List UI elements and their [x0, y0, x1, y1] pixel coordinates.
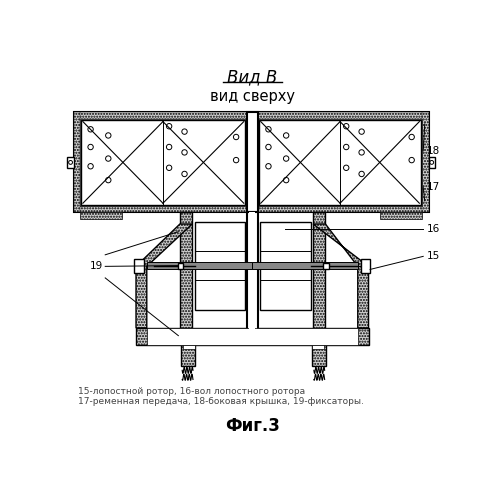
Text: Фиг.3: Фиг.3: [225, 417, 280, 434]
Bar: [73, 112, 428, 118]
Bar: [73, 112, 428, 212]
Bar: [249, 212, 255, 336]
Polygon shape: [313, 224, 369, 328]
Text: 15: 15: [427, 252, 440, 262]
Bar: [68, 157, 73, 168]
Bar: [81, 120, 246, 205]
Bar: [180, 212, 192, 328]
Bar: [136, 328, 369, 345]
Bar: [80, 212, 122, 218]
Polygon shape: [136, 224, 192, 328]
Bar: [423, 112, 428, 212]
Bar: [73, 206, 428, 212]
Bar: [135, 258, 143, 272]
Text: 17-ременная передача, 18-боковая крышка, 19-фиксаторы.: 17-ременная передача, 18-боковая крышка,…: [78, 398, 364, 406]
Bar: [73, 112, 80, 212]
Bar: [247, 212, 258, 336]
Bar: [380, 212, 423, 218]
Bar: [361, 258, 370, 272]
Bar: [260, 222, 311, 310]
Text: вид сверху: вид сверху: [210, 90, 295, 104]
Text: 15-лопостной ротор, 16-вол лопостного ротора: 15-лопостной ротор, 16-вол лопостного ро…: [78, 387, 305, 396]
Bar: [252, 262, 358, 270]
Bar: [259, 120, 421, 205]
Text: 18: 18: [427, 146, 440, 156]
Text: Вид В: Вид В: [227, 68, 278, 86]
Bar: [313, 212, 325, 328]
Bar: [247, 112, 258, 212]
Text: 16: 16: [427, 224, 440, 234]
Bar: [313, 345, 326, 366]
Bar: [183, 345, 195, 349]
Bar: [180, 345, 195, 366]
Text: 19: 19: [90, 262, 103, 272]
Bar: [195, 222, 245, 310]
Bar: [147, 262, 252, 270]
Bar: [323, 264, 328, 268]
Bar: [177, 264, 183, 268]
Text: 17: 17: [427, 182, 440, 192]
Bar: [80, 118, 423, 206]
Bar: [428, 157, 435, 168]
Bar: [147, 328, 358, 345]
Bar: [313, 345, 324, 349]
